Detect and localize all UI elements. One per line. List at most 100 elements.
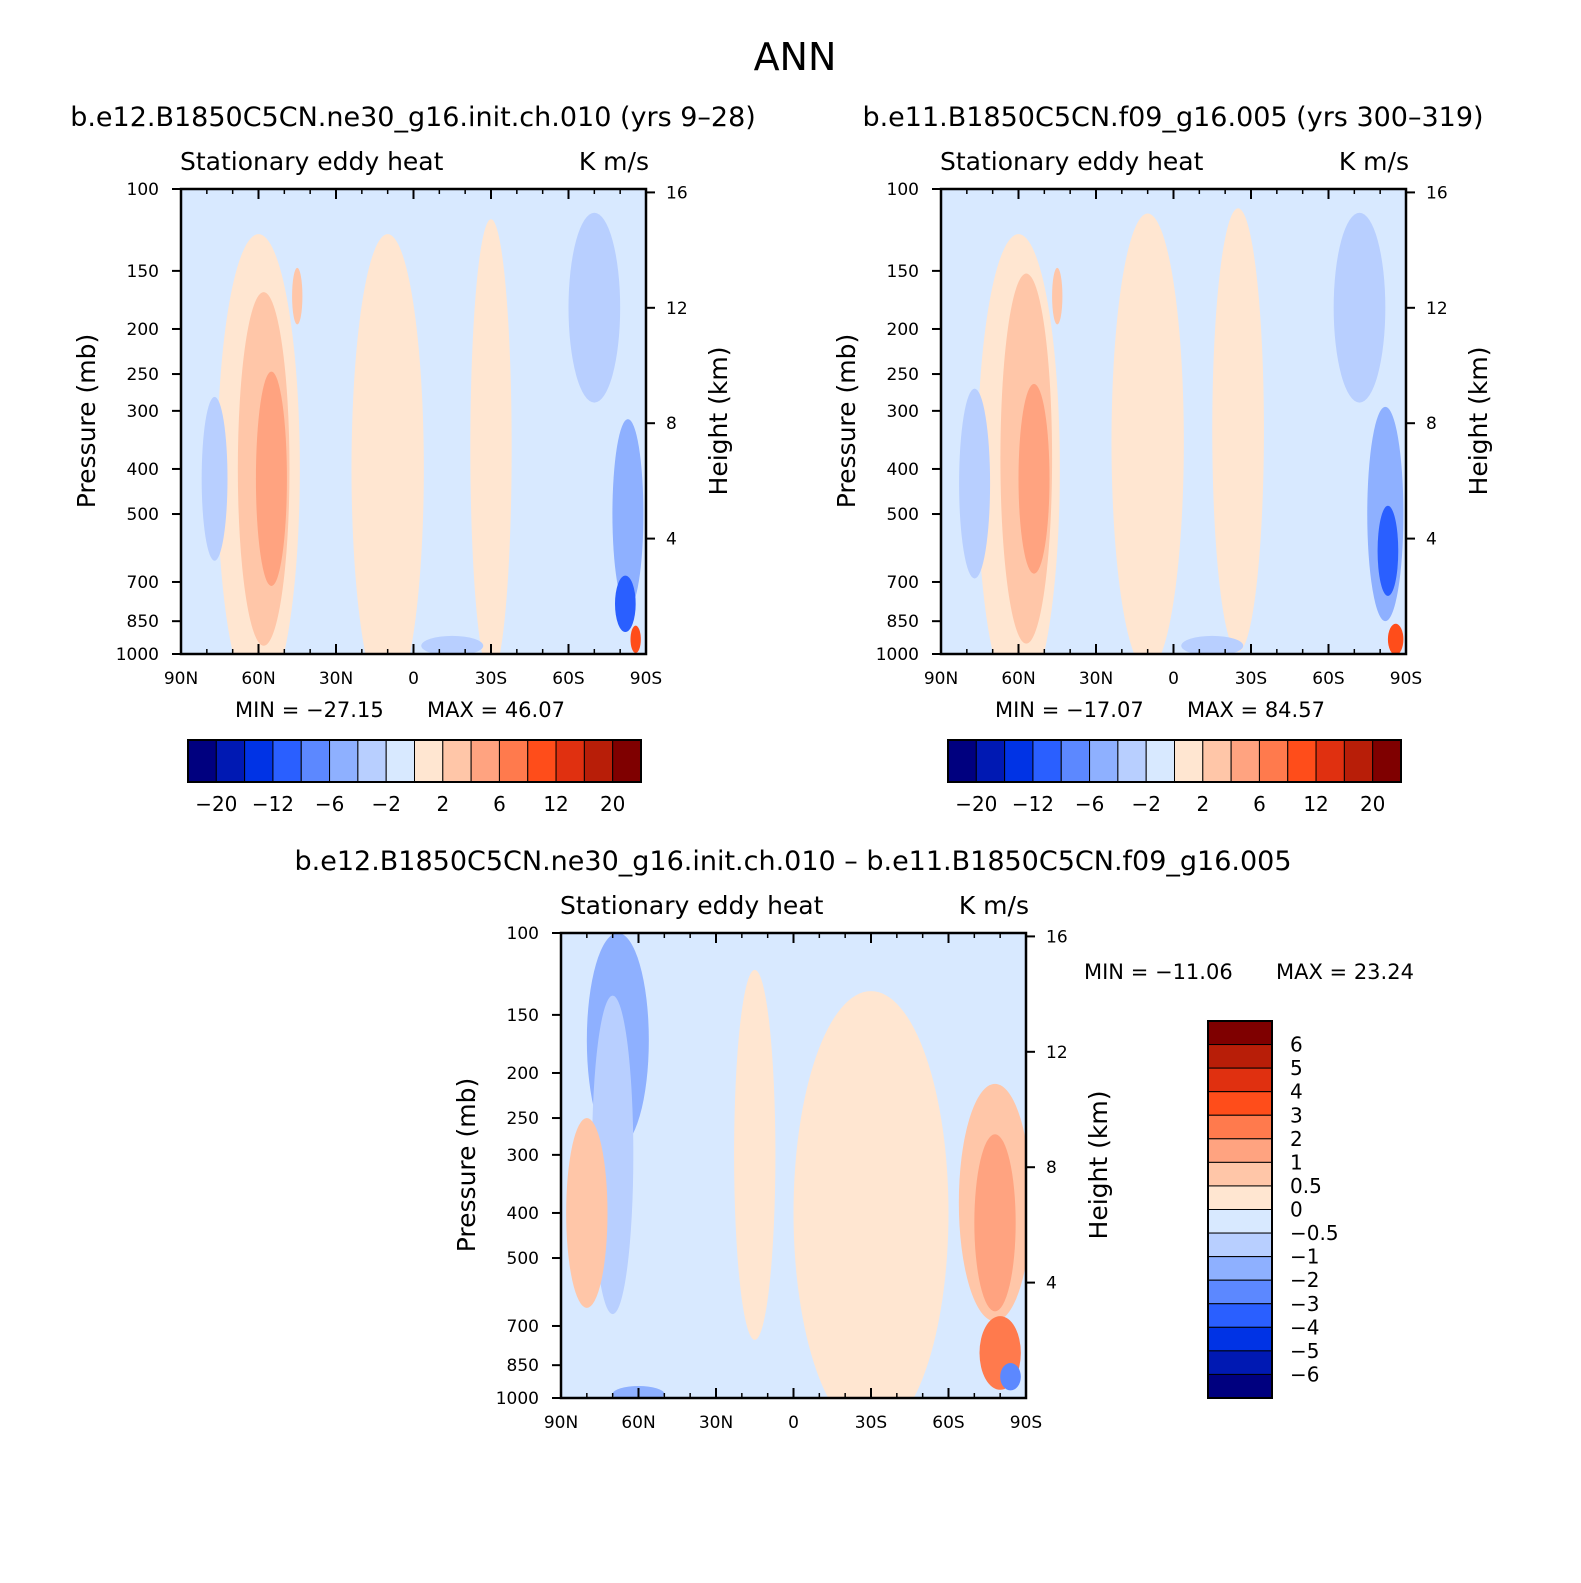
- y-tick-label: 1000: [116, 645, 159, 665]
- colorbar-label: −2: [1131, 792, 1160, 816]
- y-tick-label: 250: [127, 365, 159, 385]
- contour-region: [612, 419, 644, 609]
- contour-field: [959, 208, 1404, 654]
- y2-axis-label: Height (km): [704, 347, 733, 496]
- x-tick-label: 60S: [1312, 669, 1344, 689]
- max-label: MAX = 84.57: [1187, 698, 1325, 722]
- contour-region: [351, 234, 424, 654]
- y-tick-label: 700: [887, 573, 919, 593]
- y-axis-label: Pressure (mb): [832, 334, 861, 508]
- colorbar-box: [1258, 739, 1289, 783]
- contour-region: [292, 267, 303, 325]
- colorbar-box: [1202, 739, 1232, 783]
- colorbar-box: [1207, 1303, 1273, 1328]
- colorbar-label: 3: [1290, 1103, 1303, 1127]
- x-tick-label: 30N: [1079, 669, 1113, 689]
- colorbar-box: [1207, 1067, 1273, 1093]
- min-label: MIN = −17.07: [995, 698, 1144, 722]
- colorbar-box: [215, 739, 246, 783]
- y2-tick-label: 4: [1046, 1274, 1057, 1294]
- y-axis-label: Pressure (mb): [72, 334, 101, 508]
- contour-region: [1111, 213, 1184, 654]
- colorbar-box: [1032, 739, 1062, 783]
- colorbar-label: −4: [1290, 1315, 1319, 1339]
- left-subtitle: Stationary eddy heat: [180, 147, 444, 176]
- contour-region: [1052, 267, 1063, 325]
- colorbar-box: [244, 739, 274, 783]
- colorbar-box: [442, 739, 472, 783]
- contour-region: [959, 388, 991, 579]
- x-tick-label: 0: [408, 669, 419, 689]
- y2-axis-label: Height (km): [1464, 347, 1493, 496]
- colorbar-label: −6: [315, 792, 344, 816]
- colorbar-box: [1089, 739, 1119, 783]
- colorbar-box: [385, 739, 415, 783]
- figure-title: ANN: [754, 35, 837, 79]
- colorbar-label: 6: [493, 792, 506, 816]
- colorbar-box: [272, 739, 302, 783]
- min-label: MIN = −27.15: [235, 698, 384, 722]
- y-tick-label: 300: [887, 402, 919, 422]
- colorbar-label: −20: [955, 792, 997, 816]
- y-tick-label: 700: [127, 573, 159, 593]
- y2-tick-label: 12: [1046, 1043, 1068, 1063]
- y-tick-label: 1000: [876, 645, 919, 665]
- y-tick-label: 400: [507, 1204, 539, 1224]
- colorbar-box: [555, 739, 585, 783]
- y-tick-label: 100: [507, 924, 539, 944]
- y-tick-label: 500: [507, 1249, 539, 1269]
- colorbar-box: [1207, 1044, 1273, 1069]
- contour-region: [568, 212, 621, 403]
- y-tick-label: 400: [127, 460, 159, 480]
- colorbar-label: −1: [1290, 1245, 1319, 1269]
- y-tick-label: 150: [887, 262, 919, 282]
- colorbar-box: [498, 739, 529, 783]
- left-subtitle: Stationary eddy heat: [940, 147, 1204, 176]
- contour-region: [1387, 623, 1404, 654]
- colorbar-box: [1207, 1091, 1273, 1116]
- y-tick-label: 200: [887, 320, 919, 340]
- colorbar-frame: [947, 739, 1402, 783]
- x-tick-label: 60S: [552, 669, 584, 689]
- y2-tick-label: 4: [1426, 530, 1437, 550]
- y-tick-label: 850: [507, 1356, 539, 1376]
- y-tick-label: 250: [507, 1109, 539, 1129]
- colorbar-label: 6: [1290, 1033, 1303, 1057]
- colorbar-box: [1174, 739, 1204, 783]
- contour-region: [1377, 505, 1399, 596]
- y-tick-label: 100: [127, 180, 159, 200]
- y-tick-label: 500: [887, 505, 919, 525]
- colorbar-box: [947, 739, 977, 783]
- colorbar-label: −2: [371, 792, 400, 816]
- colorbar-label: −12: [1012, 792, 1054, 816]
- colorbar-box: [1207, 1326, 1273, 1352]
- x-tick-label: 90S: [1390, 669, 1422, 689]
- x-tick-label: 90N: [544, 1413, 578, 1433]
- colorbar-box: [612, 739, 642, 783]
- colorbar-box: [1207, 1114, 1273, 1140]
- colorbar: −20 −12 −6 −2 2 6 12 20: [187, 739, 642, 816]
- colorbar-label: 2: [436, 792, 449, 816]
- y-tick-label: 250: [887, 365, 919, 385]
- colorbar-frame: [187, 739, 642, 783]
- contour-region: [974, 1134, 1016, 1312]
- axes: 90N 60N 30N 0 30S 60S 90S 100 150 200 250 300 400 500…: [496, 924, 1068, 1433]
- colorbar-box: [1207, 1279, 1273, 1305]
- colorbar-box: [187, 739, 217, 783]
- colorbar-box: [414, 739, 444, 783]
- colorbar-box: [1207, 1256, 1273, 1281]
- y2-tick-label: 16: [666, 183, 688, 203]
- y-tick-label: 500: [127, 505, 159, 525]
- colorbar-label: −3: [1290, 1292, 1319, 1316]
- x-tick-label: 30N: [699, 1413, 733, 1433]
- units-label: K m/s: [579, 147, 649, 176]
- colorbar-label: 12: [543, 792, 568, 816]
- y-tick-label: 150: [507, 1006, 539, 1026]
- contour-region: [734, 969, 776, 1340]
- units-label: K m/s: [1339, 147, 1409, 176]
- y-tick-label: 200: [127, 320, 159, 340]
- y-tick-label: 300: [127, 402, 159, 422]
- contour-region: [470, 219, 512, 654]
- colorbar-box: [1207, 1373, 1273, 1399]
- colorbar-box: [1207, 1020, 1273, 1046]
